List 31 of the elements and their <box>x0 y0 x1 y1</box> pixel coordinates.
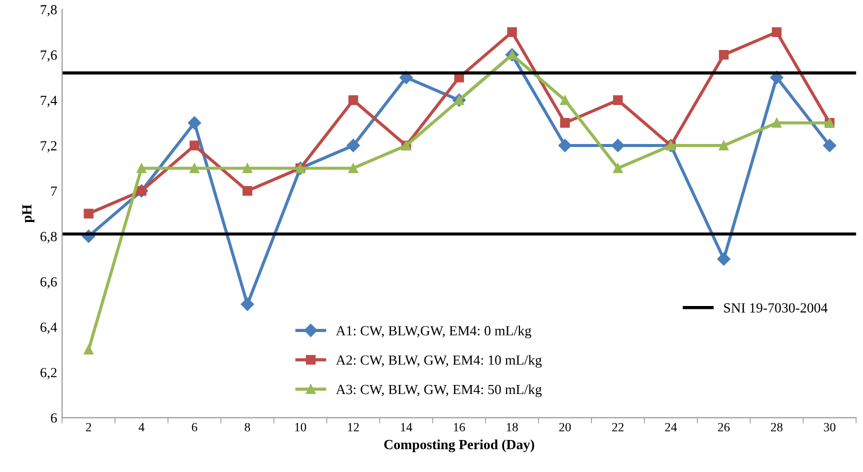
y-tick-label: 7,2 <box>40 141 57 152</box>
y-tick-label: 6,2 <box>40 368 57 380</box>
y-axis-title: pH <box>22 204 34 223</box>
y-tick-label: 6,8 <box>40 232 57 244</box>
x-tick-label: 28 <box>771 422 782 432</box>
x-tick-label: 6 <box>192 422 198 432</box>
legend-label: A3: CW, BLW, GW, EM4: 50 mL/kg <box>336 384 542 398</box>
legend-label: A1: CW, BLW,GW, EM4: 0 mL/kg <box>336 326 532 338</box>
y-tick-label: 7 <box>51 186 57 196</box>
x-tick-label: 10 <box>295 422 306 432</box>
x-tick-label: 24 <box>665 422 677 432</box>
y-tick-label: 6,4 <box>40 322 58 334</box>
legend-label: SNI 19-7030-2004 <box>724 303 828 313</box>
y-tick-label: 7,4 <box>40 96 58 108</box>
x-tick-label: 8 <box>244 422 250 432</box>
x-axis-title: Composting Period (Day) <box>384 439 534 452</box>
x-tick-label: 4 <box>138 423 144 432</box>
y-tick-label: 7,8 <box>40 5 57 16</box>
x-tick-label: 2 <box>86 422 92 432</box>
x-tick-label: 22 <box>612 422 624 432</box>
legend-label: A2: CW, BLW, GW, EM4: 10 mL/kg <box>336 355 542 368</box>
x-tick-label: 14 <box>401 423 412 432</box>
x-tick-label: 16 <box>454 422 465 432</box>
x-tick-label: 26 <box>718 422 730 432</box>
x-tick-label: 12 <box>348 422 359 432</box>
x-tick-label: 18 <box>506 422 518 432</box>
y-tick-label: 6 <box>50 413 57 423</box>
y-tick-label: 7,6 <box>40 50 57 62</box>
y-tick-label: 6,6 <box>40 277 57 289</box>
x-tick-label: 30 <box>824 422 836 432</box>
x-tick-label: 20 <box>559 422 571 432</box>
